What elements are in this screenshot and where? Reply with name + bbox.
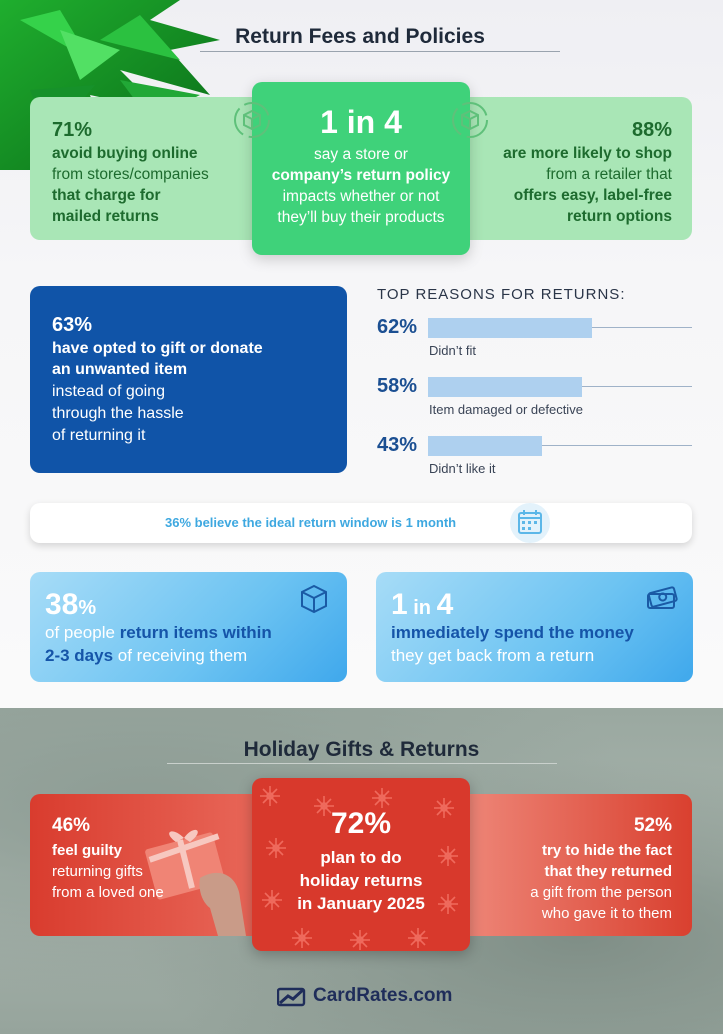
cardrates-logo[interactable]: CardRates.com <box>277 983 452 1009</box>
reason-bar <box>428 377 582 397</box>
spend-money-card <box>376 572 693 682</box>
reason-label: Didn’t like it <box>429 461 496 476</box>
guilty-line1: feel guilty <box>52 842 123 859</box>
hide-line3: a gift from the person <box>530 884 672 901</box>
stat-right-percent: 88% <box>631 119 672 141</box>
january-line3: in January 2025 <box>297 894 425 913</box>
hide-line1: try to hide the fact <box>541 842 672 859</box>
package-icon <box>301 584 327 614</box>
stat-right-line3: offers easy, label-free <box>513 187 672 204</box>
spend-big-b: in <box>407 597 437 619</box>
guilty-percent: 46% <box>52 815 91 836</box>
january-line2: holiday returns <box>299 871 423 890</box>
reason-bar <box>428 318 592 338</box>
stat-left-line4: mailed returns <box>52 208 159 225</box>
stat-right-line2: from a retailer that <box>546 166 672 183</box>
stat-card-left <box>30 97 270 240</box>
page-title: Return Fees and Policies <box>235 25 485 48</box>
hide-card <box>452 794 692 936</box>
return-days-line2: 2-3 days of receiving them <box>45 646 247 666</box>
spend-big-c: 4 <box>436 588 454 621</box>
gift-donate-line2: an unwanted item <box>52 361 188 378</box>
title-divider <box>200 51 560 52</box>
stat-left-line1: avoid buying online <box>52 145 198 162</box>
guilty-line3: from a loved one <box>52 884 164 901</box>
return-window-text: 36% believe the ideal return window is 1… <box>165 515 457 530</box>
stat-right-line1: are more likely to shop <box>503 145 672 162</box>
reasons-title: TOP REASONS FOR RETURNS: <box>377 286 626 303</box>
holiday-divider <box>167 763 557 764</box>
return-days-line1: of people return items within <box>45 623 272 643</box>
reason-percent: 43% <box>377 434 418 456</box>
box-cycle-icon <box>452 102 488 138</box>
return-days-card <box>30 572 347 682</box>
gift-donate-line5: of returning it <box>52 427 146 444</box>
reason-bar <box>428 436 542 456</box>
spend-big-a: 1 <box>391 588 408 621</box>
return-days-line1-a: of people <box>45 623 120 642</box>
gift-donate-card <box>30 286 347 473</box>
reason-label: Item damaged or defective <box>429 402 583 417</box>
stat-left-line3: that charge for <box>52 187 161 204</box>
gift-box-icon <box>145 829 246 936</box>
reason-track <box>428 445 692 446</box>
reason-label: Didn’t fit <box>429 343 476 358</box>
box-cycle-icon <box>234 102 270 138</box>
january-line1: plan to do <box>320 848 402 867</box>
hide-line2: that they returned <box>544 863 672 880</box>
hide-line4: who gave it to them <box>541 905 672 922</box>
stat-mid-line1: say a store or <box>314 146 408 163</box>
brand-name: CardRates.com <box>313 985 453 1006</box>
hide-percent: 52% <box>633 815 672 836</box>
money-icon <box>647 586 678 609</box>
gift-donate-line3: instead of going <box>52 383 165 400</box>
return-days-line1-b: return items within <box>119 623 272 642</box>
stat-mid-big: 1 in 4 <box>320 104 402 140</box>
reason-percent: 62% <box>377 316 418 338</box>
return-days-line2-b: of receiving them <box>113 646 248 665</box>
gift-donate-line1: have opted to gift or donate <box>52 340 263 357</box>
january-percent: 72% <box>330 807 392 840</box>
stat-mid-line4: they’ll buy their products <box>277 209 445 226</box>
gift-donate-line4: through the hassle <box>52 405 184 422</box>
stat-left-percent: 71% <box>52 119 93 141</box>
return-days-big: 38% <box>45 588 96 622</box>
chart-logo-icon <box>277 987 306 1007</box>
return-days-number: 38 <box>45 588 79 621</box>
spend-line2: they get back from a return <box>391 646 595 665</box>
reason-percent: 58% <box>377 375 418 397</box>
stat-mid-line2: company’s return policy <box>271 167 451 184</box>
january-returns-card <box>252 778 470 951</box>
guilty-line2: returning gifts <box>52 863 143 880</box>
stat-right-line4: return options <box>566 208 672 225</box>
stat-card-right <box>452 97 692 240</box>
stat-mid-line3: impacts whether or not <box>282 188 440 205</box>
gift-donate-percent: 63% <box>52 314 93 336</box>
spend-big: 1 in 4 <box>391 588 453 622</box>
return-window-banner <box>30 503 692 543</box>
spend-line1: immediately spend the money <box>391 623 634 642</box>
calendar-icon <box>510 503 550 543</box>
stat-card-middle <box>252 82 470 255</box>
return-days-line2-a: 2-3 days <box>45 646 114 665</box>
return-days-suffix: % <box>78 597 97 619</box>
stat-left-line2: from stores/companies <box>52 166 209 183</box>
holiday-title: Holiday Gifts & Returns <box>243 738 480 761</box>
